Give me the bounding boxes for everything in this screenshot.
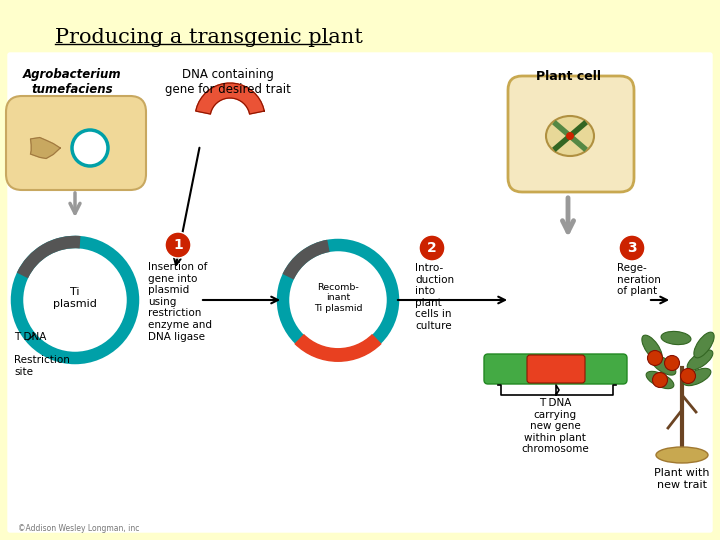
Text: 3: 3 (627, 241, 636, 255)
Circle shape (566, 132, 574, 140)
FancyBboxPatch shape (508, 76, 634, 192)
Text: Plant with
new trait: Plant with new trait (654, 468, 710, 490)
Text: Agrobacterium
tumefaciens: Agrobacterium tumefaciens (23, 68, 121, 96)
Circle shape (165, 232, 191, 258)
Circle shape (647, 350, 662, 366)
Text: 1: 1 (173, 238, 183, 252)
Polygon shape (30, 138, 60, 158)
Text: Recomb-
inant
Ti plasmid: Recomb- inant Ti plasmid (314, 283, 362, 313)
FancyBboxPatch shape (484, 354, 627, 384)
Text: Plant cell: Plant cell (536, 70, 600, 83)
Text: DNA containing
gene for desired trait: DNA containing gene for desired trait (165, 68, 291, 96)
Ellipse shape (683, 368, 711, 386)
Circle shape (419, 235, 445, 261)
Ellipse shape (656, 447, 708, 463)
Ellipse shape (642, 335, 662, 361)
Text: T DNA: T DNA (14, 332, 46, 342)
Text: Intro-
duction
into
plant
cells in
culture: Intro- duction into plant cells in cultu… (415, 263, 454, 331)
Ellipse shape (646, 372, 674, 389)
Text: Producing a transgenic plant: Producing a transgenic plant (55, 28, 363, 47)
Ellipse shape (661, 332, 691, 345)
Text: T DNA
carrying
new gene
within plant
chromosome: T DNA carrying new gene within plant chr… (521, 398, 589, 454)
Text: Rege-
neration
of plant: Rege- neration of plant (617, 263, 661, 296)
Text: ©Addison Wesley Longman, inc: ©Addison Wesley Longman, inc (18, 524, 140, 533)
Circle shape (680, 368, 696, 383)
Circle shape (72, 130, 108, 166)
Ellipse shape (687, 350, 713, 370)
Circle shape (652, 373, 667, 388)
Circle shape (619, 235, 645, 261)
Ellipse shape (650, 355, 676, 375)
Circle shape (665, 355, 680, 370)
Text: 2: 2 (427, 241, 437, 255)
FancyBboxPatch shape (6, 96, 146, 190)
Circle shape (17, 242, 133, 358)
FancyBboxPatch shape (8, 53, 712, 532)
Ellipse shape (694, 332, 714, 358)
Text: Insertion of
gene into
plasmid
using
restriction
enzyme and
DNA ligase: Insertion of gene into plasmid using res… (148, 262, 212, 342)
Text: Ti
plasmid: Ti plasmid (53, 287, 97, 309)
Text: Restriction
site: Restriction site (14, 355, 70, 376)
Circle shape (283, 245, 393, 355)
Ellipse shape (546, 116, 594, 156)
Polygon shape (196, 83, 264, 114)
FancyBboxPatch shape (527, 355, 585, 383)
